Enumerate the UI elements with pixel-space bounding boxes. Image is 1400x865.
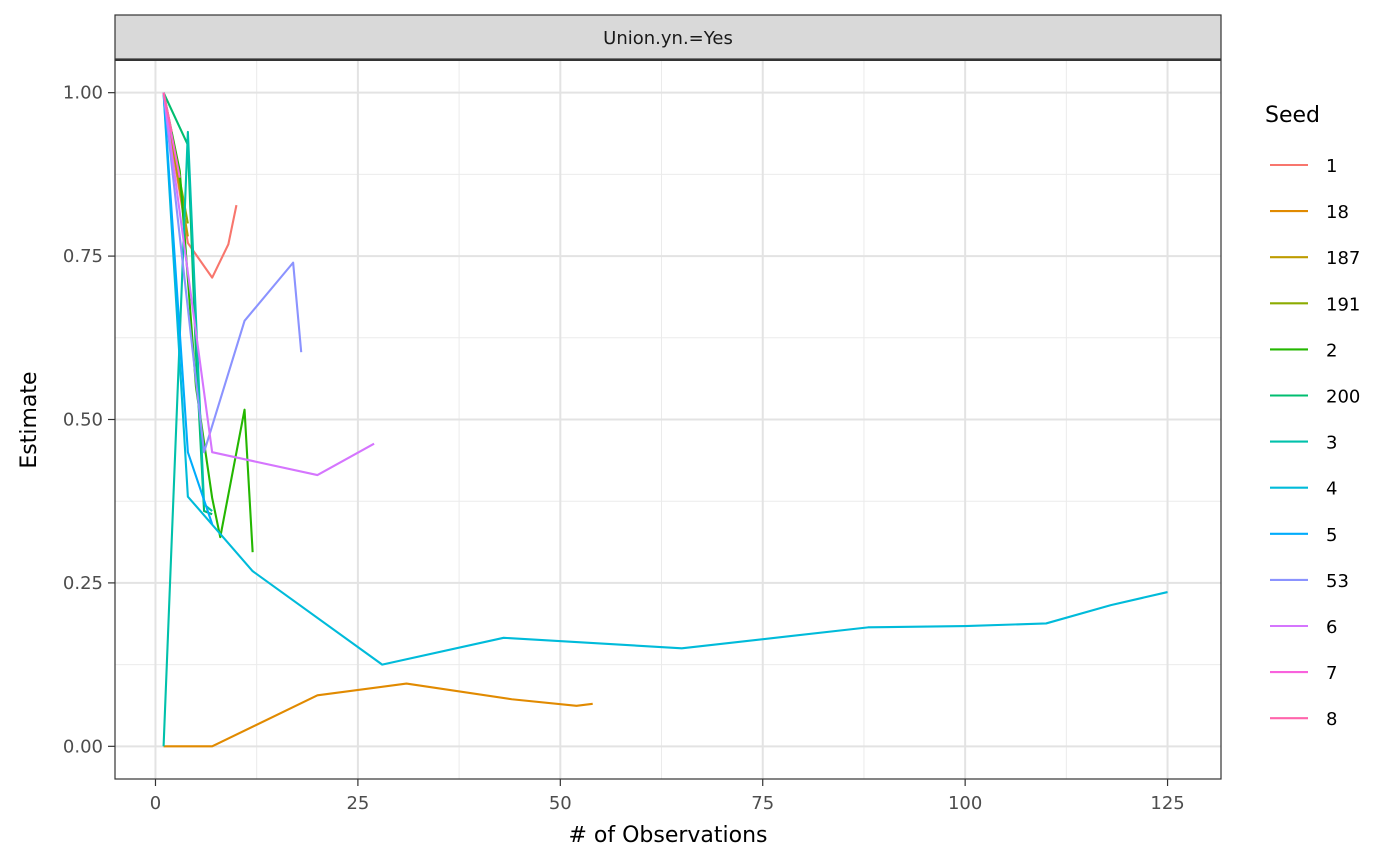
y-tick-label: 1.00 <box>63 83 103 104</box>
legend-title: Seed <box>1265 103 1320 128</box>
legend-label-1: 1 <box>1326 156 1337 177</box>
legend-label-6: 6 <box>1326 617 1337 638</box>
y-tick-label: 0.00 <box>63 736 103 757</box>
y-tick-label: 0.75 <box>63 246 103 267</box>
series-line-4 <box>162 92 1168 666</box>
x-tick-label: 75 <box>751 793 774 814</box>
series-line-8 <box>162 92 173 133</box>
legend-label-7: 7 <box>1326 663 1337 684</box>
legend-label-3: 3 <box>1326 433 1337 454</box>
series-line-200 <box>162 92 213 516</box>
facet-strip <box>114 14 1222 60</box>
legend-label-18: 18 <box>1326 202 1349 223</box>
legend-label-2: 2 <box>1326 340 1337 361</box>
x-tick-label: 0 <box>150 793 161 814</box>
series-line-6 <box>162 92 375 477</box>
legend-label-200: 200 <box>1326 387 1360 408</box>
x-axis-title: # of Observations <box>568 823 767 848</box>
y-tick-label: 0.50 <box>63 410 103 431</box>
facet-label: Union.yn.=Yes <box>603 28 733 49</box>
legend-label-187: 187 <box>1326 248 1360 269</box>
legend-label-5: 5 <box>1326 525 1337 546</box>
x-tick-label: 25 <box>346 793 369 814</box>
series-line-2 <box>162 92 254 553</box>
y-axis-title: Estimate <box>17 371 42 468</box>
legend-label-4: 4 <box>1326 479 1337 500</box>
grid-major <box>115 60 1221 779</box>
series-line-5 <box>162 92 214 525</box>
series-line-3 <box>162 130 213 747</box>
series-line-53 <box>162 92 303 454</box>
x-tick-label: 100 <box>948 793 982 814</box>
y-axis-ticks: 0.00 0.25 0.50 0.75 1.00 <box>63 83 115 757</box>
series-lines <box>162 92 1168 748</box>
y-tick-label: 0.25 <box>63 573 103 594</box>
legend-label-53: 53 <box>1326 571 1349 592</box>
x-axis-ticks: 0 25 50 75 100 125 <box>150 779 1185 814</box>
series-line-18 <box>163 682 593 748</box>
legend: 1 18 187 191 2 200 3 4 5 53 6 7 8 <box>1270 156 1360 730</box>
legend-label-191: 191 <box>1326 294 1360 315</box>
x-tick-label: 50 <box>549 793 572 814</box>
x-tick-label: 125 <box>1150 793 1184 814</box>
legend-label-8: 8 <box>1326 709 1337 730</box>
